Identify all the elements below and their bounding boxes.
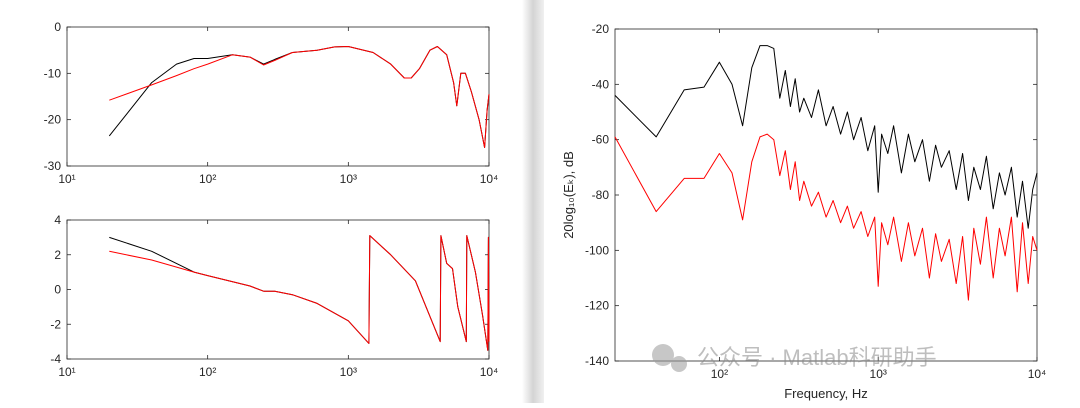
y-tick-label: -120 [585,299,609,313]
x-tick-label: 10² [199,172,216,186]
series-line [109,235,490,351]
y-tick-label: 2 [54,248,61,262]
series-line [109,46,490,148]
y-tick-label: -20 [44,113,62,127]
y-tick-label: -40 [592,77,610,91]
y-tick-label: 0 [54,20,61,34]
plot: -20 -40 -60 -80 -100 -120 -140 10² 10³ 10⁴ Frequen… [561,22,1046,401]
y-tick-label: 0 [54,283,61,297]
x-tick-label: 10³ [340,365,357,379]
x-tick-label: 10⁴ [480,365,499,379]
y-axis-label: 20log₁₀(Eₖ), dB [561,151,576,239]
x-tick-label: 10¹ [58,172,75,186]
watermark-icon [671,356,687,372]
y-tick-label: -10 [44,66,62,80]
x-tick-label: 10⁴ [1028,367,1047,381]
y-tick-label: -60 [592,133,610,147]
y-tick-label: -20 [592,22,610,36]
x-tick-label: 10³ [870,367,887,381]
x-tick-label: 10² [711,367,728,381]
series-line [614,45,1038,229]
plot-area [614,28,1038,362]
y-tick-label: -30 [44,159,62,173]
y-tick-label: -100 [585,243,609,257]
series-line [614,133,1038,301]
watermark-icon [652,344,674,366]
plot-area [66,219,490,360]
plot-area [66,26,490,167]
x-tick-label: 10² [199,365,216,379]
y-tick-label: -140 [585,354,609,368]
y-tick-label: -80 [592,188,610,202]
y-tick-label: -2 [50,317,61,331]
y-tick-label: 4 [54,213,61,227]
panel-divider [522,0,544,403]
watermark: 公众号 · Matlab科研助手 [652,344,937,372]
x-tick-label: 10⁴ [480,172,499,186]
x-axis-label: Frequency, Hz [784,386,868,401]
x-tick-label: 10¹ [58,365,75,379]
watermark-text: 公众号 · Matlab科研助手 [697,345,937,370]
y-tick-label: -4 [50,352,61,366]
x-tick-label: 10³ [340,172,357,186]
